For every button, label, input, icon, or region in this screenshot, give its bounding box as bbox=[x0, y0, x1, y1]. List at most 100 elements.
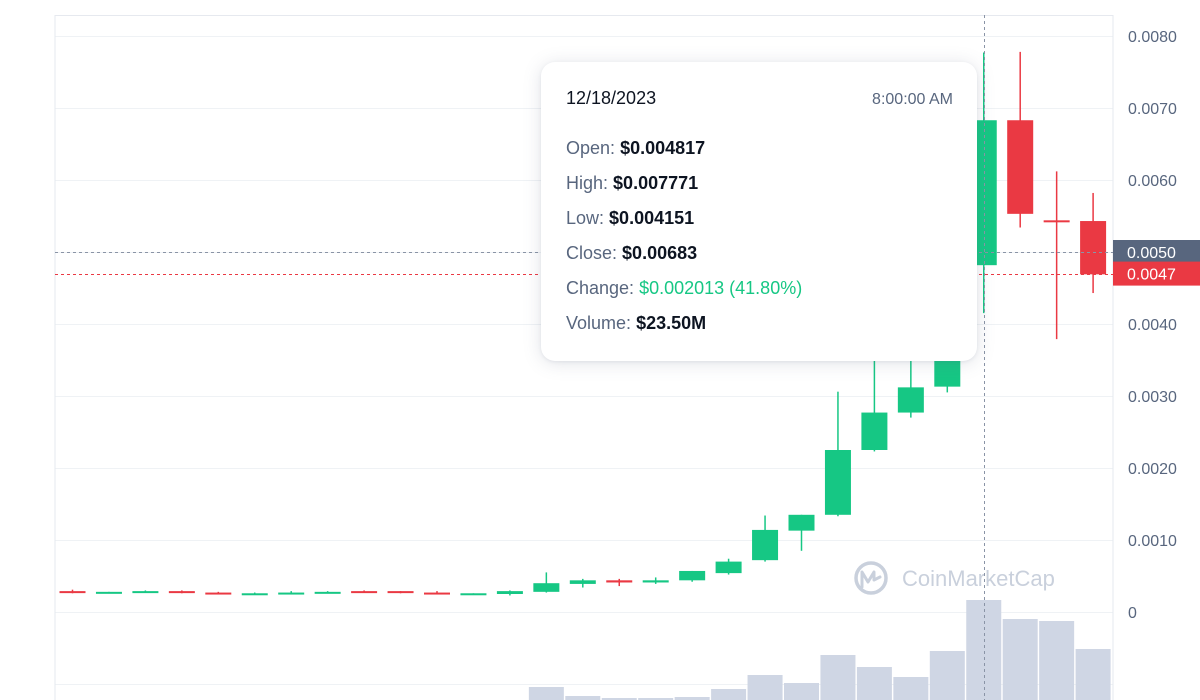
y-tick-label: 0.0040 bbox=[1128, 317, 1177, 334]
tooltip-value: $0.004151 bbox=[609, 208, 695, 228]
candle[interactable] bbox=[387, 591, 414, 594]
volume-bar bbox=[1039, 621, 1075, 700]
volume-bar bbox=[893, 677, 929, 700]
candle[interactable] bbox=[642, 577, 669, 584]
candle[interactable] bbox=[788, 514, 815, 551]
candle-body bbox=[387, 591, 414, 594]
candle[interactable] bbox=[278, 591, 305, 595]
tooltip-row-low: Low: $0.004151 bbox=[566, 201, 953, 236]
candle[interactable] bbox=[569, 578, 596, 588]
candle[interactable] bbox=[1007, 51, 1034, 228]
candle-body bbox=[1007, 120, 1034, 214]
candle[interactable] bbox=[824, 391, 851, 517]
candle-body bbox=[168, 591, 195, 594]
tooltip-row-high: High: $0.007771 bbox=[566, 166, 953, 201]
y-tick-label: 0 bbox=[1128, 605, 1137, 622]
candles[interactable] bbox=[59, 51, 1107, 596]
tooltip-value: $23.50M bbox=[636, 313, 707, 333]
volume-bar bbox=[1075, 649, 1111, 700]
candle[interactable] bbox=[861, 360, 888, 452]
volume-bar bbox=[711, 689, 747, 700]
volume-bar bbox=[638, 698, 674, 700]
candle[interactable] bbox=[205, 591, 232, 595]
volume-bar bbox=[528, 687, 564, 700]
tooltip-row-open: Open: $0.004817 bbox=[566, 131, 953, 166]
volume-bar bbox=[856, 667, 892, 700]
candle-body bbox=[861, 412, 888, 450]
crosshair-price-tag-bg bbox=[1113, 240, 1200, 264]
candle-body bbox=[351, 591, 378, 594]
candle-body bbox=[934, 358, 961, 387]
tooltip-value: $0.004817 bbox=[620, 138, 706, 158]
candle[interactable] bbox=[533, 572, 560, 593]
candle-body bbox=[533, 583, 560, 592]
watermark-text: CoinMarketCap bbox=[902, 566, 1055, 591]
tooltip-row-volume: Volume: $23.50M bbox=[566, 306, 953, 341]
candle-body bbox=[424, 592, 450, 595]
tooltip-value: $0.002013 (41.80%) bbox=[639, 278, 803, 298]
candle-body bbox=[205, 592, 232, 595]
volume-bar bbox=[820, 655, 856, 700]
candle-body bbox=[715, 561, 742, 574]
candle-body bbox=[824, 450, 851, 515]
candle[interactable] bbox=[241, 592, 268, 596]
price-tags: 0.0050 0.0047 bbox=[1113, 240, 1200, 286]
current-price-tag-label: 0.0047 bbox=[1127, 267, 1176, 284]
candle-body bbox=[1043, 220, 1070, 223]
candle[interactable] bbox=[679, 570, 706, 582]
volume-bar bbox=[747, 675, 783, 700]
candle[interactable] bbox=[715, 558, 742, 575]
candle-body bbox=[278, 592, 305, 595]
volume-bar bbox=[565, 696, 601, 700]
candle[interactable] bbox=[95, 591, 122, 594]
candle[interactable] bbox=[1043, 171, 1070, 340]
candle-body bbox=[752, 529, 779, 561]
tooltip-label: Low: bbox=[566, 208, 605, 228]
current-price-tag-bg bbox=[1113, 261, 1200, 286]
volume-bar bbox=[966, 600, 1002, 700]
tooltip-value: $0.00683 bbox=[622, 243, 698, 263]
tooltip-row-close: Close: $0.00683 bbox=[566, 236, 953, 271]
candle-body bbox=[606, 580, 633, 583]
tooltip-date: 12/18/2023 bbox=[566, 88, 657, 108]
candle[interactable] bbox=[752, 515, 779, 562]
candle[interactable] bbox=[168, 590, 195, 594]
y-tick-label: 0.0010 bbox=[1128, 533, 1177, 550]
tooltip-row-change: Change: $0.002013 (41.80%) bbox=[566, 271, 953, 306]
candle[interactable] bbox=[897, 360, 924, 418]
candle-body bbox=[679, 570, 706, 581]
tooltip-time: 8:00:00 AM bbox=[872, 91, 953, 108]
candle-body bbox=[132, 591, 159, 594]
tooltip-label: Open: bbox=[566, 138, 616, 158]
candle[interactable] bbox=[460, 593, 487, 596]
candle[interactable] bbox=[606, 578, 633, 587]
candle[interactable] bbox=[424, 591, 450, 595]
y-tick-label: 0.0060 bbox=[1128, 173, 1177, 190]
watermark: CoinMarketCap bbox=[854, 561, 1055, 595]
candle-body bbox=[496, 591, 523, 594]
candle-body bbox=[897, 387, 924, 413]
candle[interactable] bbox=[496, 590, 523, 596]
volume-bar bbox=[601, 698, 637, 700]
candle-body bbox=[314, 591, 341, 594]
tooltip-label: Volume: bbox=[566, 313, 632, 333]
volume-bar bbox=[674, 697, 710, 700]
volume-bar bbox=[929, 651, 965, 700]
candle[interactable] bbox=[314, 591, 341, 594]
crosshair-price-tag-label: 0.0050 bbox=[1127, 245, 1176, 262]
candle-body bbox=[1080, 221, 1107, 275]
candle[interactable] bbox=[351, 590, 378, 594]
candle-body bbox=[569, 580, 596, 584]
coinmarketcap-logo-icon bbox=[854, 561, 888, 595]
tooltip-label: Change: bbox=[566, 278, 635, 298]
candle[interactable] bbox=[59, 589, 86, 594]
y-axis-labels: 0 0.0010 0.0020 0.0030 0.0040 0.0050 0.0060 0.0… bbox=[1128, 29, 1177, 622]
candle[interactable] bbox=[132, 590, 159, 594]
y-tick-label: 0.0070 bbox=[1128, 101, 1177, 118]
volume-bar bbox=[784, 683, 819, 700]
volume-bars bbox=[528, 600, 1111, 700]
candle[interactable] bbox=[1080, 192, 1107, 294]
volume-bar bbox=[1002, 619, 1038, 700]
candle-body bbox=[642, 580, 669, 583]
y-tick-label: 0.0080 bbox=[1128, 29, 1177, 46]
